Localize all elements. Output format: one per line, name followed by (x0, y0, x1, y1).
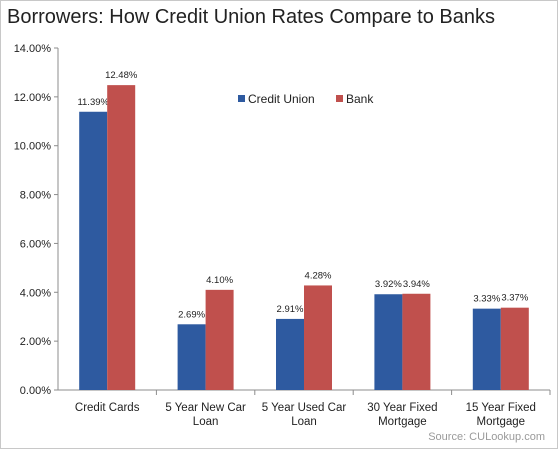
data-label: 12.48% (105, 70, 138, 81)
x-tick-label: 15 Year Fixed (466, 402, 536, 414)
x-tick-label: Mortgage (378, 416, 427, 428)
legend-swatch (238, 95, 245, 102)
data-label: 4.10% (206, 275, 233, 286)
data-label: 4.28% (305, 270, 332, 281)
legend-label: Bank (346, 92, 374, 106)
bar (402, 293, 431, 390)
data-label: 3.37% (501, 293, 528, 304)
y-tick-label: 2.00% (20, 336, 51, 348)
data-label: 2.69% (178, 309, 205, 320)
bar (79, 111, 108, 390)
bar (276, 318, 304, 390)
bar (107, 85, 136, 390)
legend-label: Credit Union (248, 92, 315, 106)
y-tick-label: 12.00% (14, 92, 52, 104)
y-tick-label: 10.00% (14, 141, 52, 153)
bar (205, 289, 234, 390)
data-label: 2.91% (277, 304, 304, 315)
x-tick-label: 30 Year Fixed (367, 402, 437, 414)
legend-swatch (336, 95, 343, 102)
x-tick-label: Loan (193, 416, 219, 428)
data-label: 3.92% (375, 279, 402, 290)
data-label: 3.33% (473, 294, 500, 305)
x-tick-label: Loan (291, 416, 317, 428)
data-label: 3.94% (403, 279, 430, 290)
chart-title: Borrowers: How Credit Union Rates Compar… (7, 6, 495, 28)
source-note: Source: CULookup.com (428, 431, 545, 443)
x-tick-label: Mortgage (477, 416, 526, 428)
data-label: 11.39% (77, 97, 109, 108)
x-tick-label: 5 Year New Car (165, 402, 246, 414)
bar (374, 294, 403, 390)
bar (500, 307, 529, 390)
x-tick-label: Credit Cards (75, 402, 140, 414)
y-tick-label: 6.00% (20, 238, 51, 250)
x-tick-label: 5 Year Used Car (262, 402, 347, 414)
y-tick-label: 8.00% (20, 190, 51, 202)
bar (304, 285, 332, 390)
y-tick-label: 4.00% (20, 287, 51, 299)
y-tick-label: 0.00% (20, 385, 51, 397)
bar (177, 324, 206, 390)
y-tick-label: 14.00% (14, 43, 52, 55)
bar (472, 308, 501, 390)
